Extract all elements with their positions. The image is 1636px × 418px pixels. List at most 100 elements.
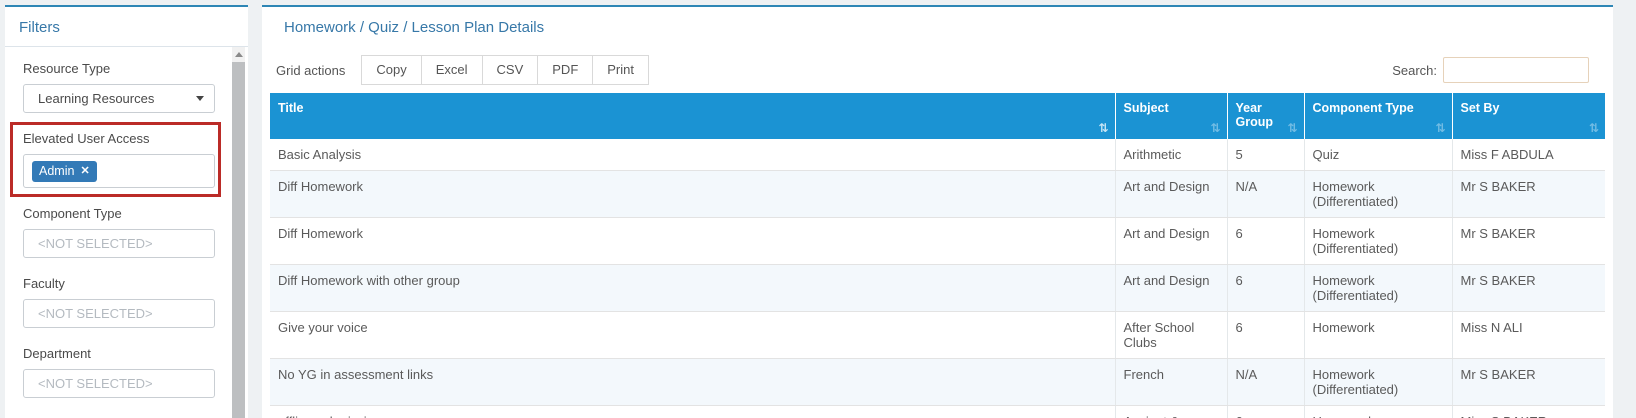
department-field: [23, 369, 215, 398]
scroll-up-icon[interactable]: [232, 47, 245, 62]
table-row[interactable]: offline submissionAncient & Modern Forei…: [270, 405, 1605, 418]
pdf-button[interactable]: PDF: [537, 55, 594, 85]
table-row[interactable]: No YG in assessment links French N/A Homewo…: [270, 358, 1605, 406]
cell-set-by: Mr S BAKER: [1451, 264, 1605, 312]
cell-set-by: Mr S BAKER: [1451, 170, 1605, 218]
cell-component-type: Quiz: [1303, 139, 1452, 171]
search-area: Search:: [1392, 57, 1589, 83]
filter-group-subject: Subject: [23, 416, 216, 418]
cell-year-group: 6: [1226, 311, 1304, 359]
column-header-title[interactable]: Title ⇅: [270, 93, 1115, 139]
column-header-label: Set By: [1460, 101, 1500, 115]
cell-year-group: N/A: [1226, 170, 1304, 218]
component-type-input[interactable]: [32, 236, 206, 251]
search-label: Search:: [1392, 62, 1437, 78]
filter-label: Component Type: [23, 206, 122, 221]
table-header: Title ⇅ Subject ⇅ Year Group ⇅ Component Type ⇅…: [270, 93, 1605, 139]
filter-group-resource-type: Resource Type Learning Resources: [23, 61, 216, 113]
cell-component-type: Homework (Differentiated): [1303, 217, 1452, 265]
print-button[interactable]: Print: [592, 55, 649, 85]
column-header-subject[interactable]: Subject ⇅: [1114, 93, 1227, 139]
sort-icon[interactable]: ⇅: [1287, 121, 1298, 135]
scrollbar-thumb[interactable]: [232, 62, 245, 418]
cell-title: Diff Homework with other group: [270, 264, 1115, 312]
cell-year-group: N/A: [1226, 358, 1304, 406]
sort-icon[interactable]: ⇅: [1588, 121, 1599, 135]
cell-component-type: Homework: [1303, 311, 1452, 359]
sort-icon[interactable]: ⇅: [1210, 121, 1221, 135]
cell-set-by: Mr S BAKER: [1451, 358, 1605, 406]
cell-year-group: 5: [1226, 139, 1304, 171]
search-input[interactable]: [1443, 57, 1589, 83]
cell-year-group: 6: [1226, 405, 1304, 418]
cell-subject: After School Clubs: [1114, 311, 1227, 359]
department-input[interactable]: [32, 376, 206, 391]
column-header-label: Title: [278, 101, 304, 115]
sort-icon[interactable]: ⇅: [1098, 121, 1109, 135]
cell-component-type: Homework (Differentiated): [1303, 264, 1452, 312]
csv-button[interactable]: CSV: [481, 55, 539, 85]
column-header-year-group[interactable]: Year Group ⇅: [1226, 93, 1304, 139]
faculty-input[interactable]: [32, 306, 206, 321]
elevated-user-access-tag-input[interactable]: Admin ✕: [23, 154, 215, 188]
cell-subject: Arithmetic: [1114, 139, 1227, 171]
cell-title: Give your voice: [270, 311, 1115, 359]
grid-actions-label: Grid actions: [276, 62, 346, 78]
filter-label: Department: [23, 346, 91, 361]
excel-button[interactable]: Excel: [420, 55, 483, 85]
column-header-set-by[interactable]: Set By ⇅: [1451, 93, 1605, 139]
cell-year-group: 6: [1226, 264, 1304, 312]
column-header-label: Subject: [1123, 101, 1169, 115]
filters-scroll-area: Resource Type Learning Resources Elevated …: [5, 47, 248, 418]
cell-component-type: Homework: [1303, 405, 1452, 418]
results-table: Title ⇅ Subject ⇅ Year Group ⇅ Component Type ⇅…: [270, 93, 1605, 418]
tag-label: Admin: [39, 163, 75, 178]
column-header-label: Year Group: [1235, 101, 1274, 129]
filter-label: Resource Type: [23, 61, 111, 76]
filter-group-component-type: Component Type: [23, 206, 216, 258]
cell-set-by: Miss F ABDULA: [1451, 139, 1605, 171]
table-row[interactable]: Give your voice After School Clubs 6 Homewo…: [270, 311, 1605, 359]
table-row[interactable]: Diff Homework Art and Design 6 Homework (Di…: [270, 217, 1605, 265]
table-row[interactable]: Basic Analysis Arithmetic 5 Quiz Miss F ABDU…: [270, 139, 1605, 171]
sidebar-scrollbar[interactable]: [232, 47, 245, 418]
table-row[interactable]: Diff Homework Art and Design N/A Homework (…: [270, 170, 1605, 218]
filters-list: Resource Type Learning Resources Elevated …: [10, 61, 221, 418]
tag-remove-icon[interactable]: ✕: [80, 165, 90, 177]
column-header-component-type[interactable]: Component Type ⇅: [1303, 93, 1452, 139]
cell-subject: Art and Design: [1114, 264, 1227, 312]
filter-group-elevated-user-access: Elevated User Access Admin ✕: [10, 122, 221, 197]
filter-label: Elevated User Access: [23, 131, 150, 146]
cell-set-by: Miss N ALI: [1451, 311, 1605, 359]
faculty-field: [23, 299, 215, 328]
component-type-field: [23, 229, 215, 258]
cell-subject: Ancient & Modern Foreign Languages: [1114, 405, 1227, 418]
cell-subject: Art and Design: [1114, 170, 1227, 218]
cell-title: Diff Homework: [270, 170, 1115, 218]
sort-icon[interactable]: ⇅: [1435, 121, 1446, 135]
cell-title: offline submission: [270, 405, 1115, 418]
cell-title: No YG in assessment links: [270, 358, 1115, 406]
resource-type-select[interactable]: Learning Resources: [23, 84, 215, 113]
cell-set-by: Mr S BAKER: [1451, 217, 1605, 265]
table-row[interactable]: Diff Homework with other group Art and De…: [270, 264, 1605, 312]
filters-title: Filters: [5, 7, 248, 47]
cell-year-group: 6: [1226, 217, 1304, 265]
filter-group-faculty: Faculty: [23, 276, 216, 328]
main-panel: Homework / Quiz / Lesson Plan Details Gr…: [262, 5, 1613, 418]
copy-button[interactable]: Copy: [361, 55, 422, 85]
tag-chip: Admin ✕: [32, 160, 97, 182]
cell-component-type: Homework (Differentiated): [1303, 170, 1452, 218]
column-header-label: Component Type: [1312, 101, 1414, 115]
cell-title: Basic Analysis: [270, 139, 1115, 171]
chevron-down-icon: [196, 96, 204, 101]
filters-panel: Filters Resource Type Learning Resources E…: [5, 5, 248, 418]
select-value: Learning Resources: [38, 91, 155, 106]
cell-subject: French: [1114, 358, 1227, 406]
cell-set-by: Miss S BAKER: [1451, 405, 1605, 418]
page-title: Homework / Quiz / Lesson Plan Details: [284, 19, 545, 36]
cell-subject: Art and Design: [1114, 217, 1227, 265]
filter-label: Faculty: [23, 276, 65, 291]
filter-label: Subject: [23, 416, 216, 418]
